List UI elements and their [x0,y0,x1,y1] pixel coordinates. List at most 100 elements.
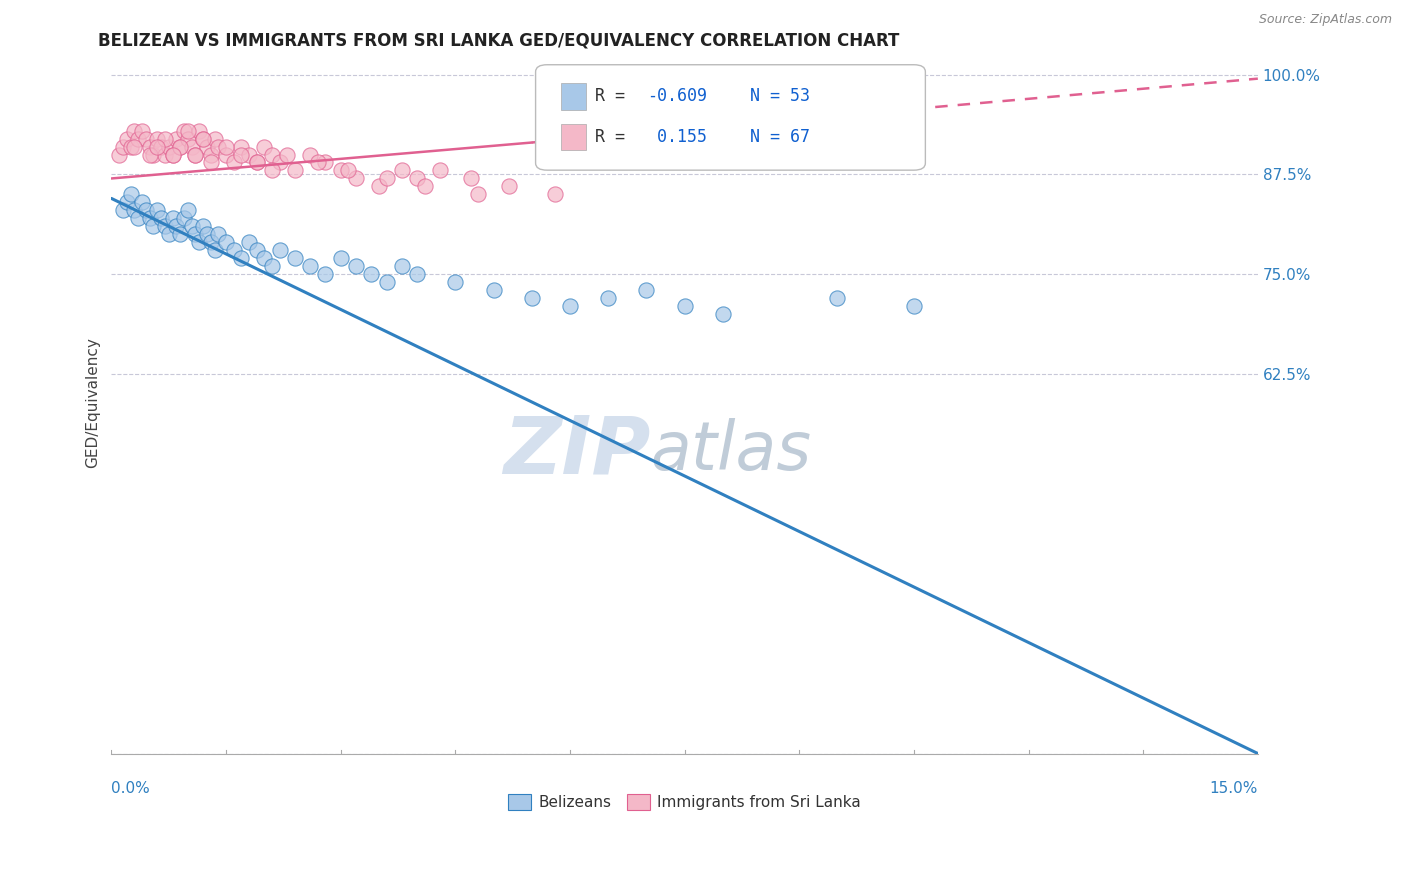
Point [177,123,200,137]
Point [238,235,260,250]
Point [138,211,160,226]
Text: -0.609: -0.609 [647,87,707,105]
Point [169,139,191,153]
Point [200,235,222,250]
Point [135,131,157,145]
Point [406,268,429,282]
Point [191,219,214,234]
Text: atlas: atlas [650,418,811,484]
Text: ZIP: ZIP [503,412,650,491]
Point [188,123,211,137]
Point [184,147,207,161]
Point [184,227,207,242]
Point [367,179,389,194]
Point [253,252,276,266]
Point [115,195,138,210]
Point [195,227,218,242]
Point [204,131,226,145]
Point [498,179,520,194]
Point [253,139,276,153]
Point [238,147,260,161]
Point [460,171,482,186]
Point [344,260,367,274]
Point [520,291,543,305]
FancyBboxPatch shape [561,83,586,110]
Point [165,131,187,145]
Point [142,147,165,161]
Point [284,163,307,178]
Point [215,235,238,250]
Point [598,291,620,305]
Point [184,147,207,161]
Point [157,139,180,153]
Point [165,219,187,234]
Point [215,147,238,161]
Point [142,219,165,234]
Y-axis label: GED/Equivalency: GED/Equivalency [86,336,100,467]
Point [157,227,180,242]
Point [260,260,283,274]
Point [375,171,398,186]
Point [284,252,307,266]
Point [108,147,131,161]
Point [153,131,176,145]
Point [173,123,195,137]
Point [231,139,253,153]
Point [482,283,505,297]
Point [246,244,269,258]
Point [329,252,352,266]
Point [544,187,567,202]
Point [153,147,176,161]
Point [636,283,658,297]
Point [827,291,849,305]
Point [120,139,142,153]
Text: R =: R = [595,128,636,146]
Point [467,187,489,202]
Point [231,252,253,266]
Point [111,139,134,153]
Text: 15.0%: 15.0% [1209,781,1258,797]
Point [307,155,329,169]
Point [177,131,200,145]
Text: R =: R = [595,87,636,105]
Point [375,275,398,289]
Point [413,179,436,194]
Point [314,155,336,169]
Point [127,211,149,226]
Point [329,163,352,178]
Point [195,139,218,153]
Point [169,227,191,242]
Point [153,219,176,234]
Point [173,211,195,226]
Point [391,260,413,274]
Point [115,131,138,145]
Point [131,123,153,137]
Point [269,155,291,169]
Point [429,163,451,178]
Text: 0.155: 0.155 [647,128,707,146]
Point [120,187,142,202]
Point [200,147,222,161]
Text: N = 53: N = 53 [749,87,810,105]
Point [314,268,336,282]
Point [215,139,238,153]
Point [200,155,222,169]
Point [127,131,149,145]
Point [138,139,160,153]
Point [138,147,160,161]
Point [711,307,734,321]
Text: N = 67: N = 67 [749,128,810,146]
Point [673,299,696,313]
Point [162,147,184,161]
Point [188,235,211,250]
Point [558,299,581,313]
Point [269,244,291,258]
Text: BELIZEAN VS IMMIGRANTS FROM SRI LANKA GED/EQUIVALENCY CORRELATION CHART: BELIZEAN VS IMMIGRANTS FROM SRI LANKA GE… [98,31,900,49]
Point [246,155,269,169]
Point [337,163,360,178]
Point [169,139,191,153]
Point [344,171,367,186]
Point [299,260,322,274]
Legend: Belizeans, Immigrants from Sri Lanka: Belizeans, Immigrants from Sri Lanka [502,788,868,816]
Point [131,195,153,210]
